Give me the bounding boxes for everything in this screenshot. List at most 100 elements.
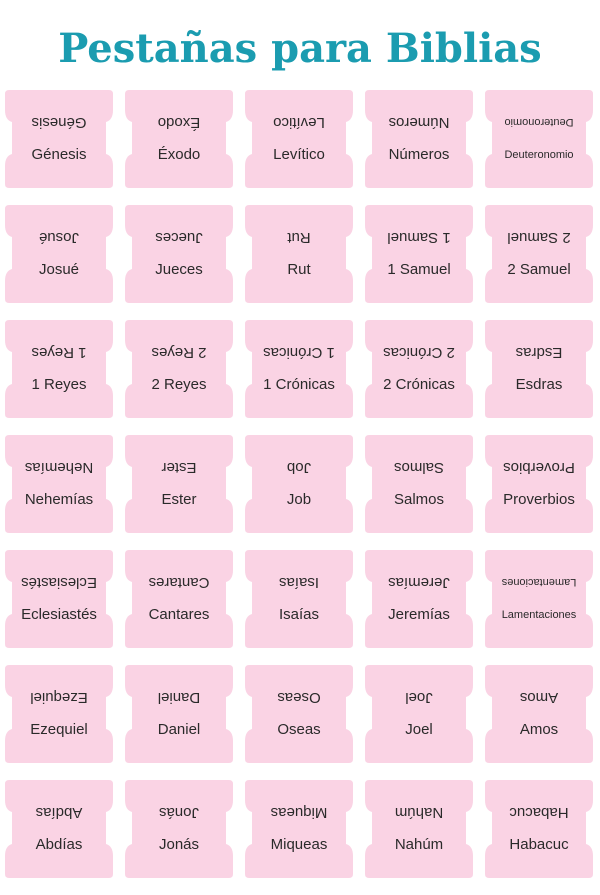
tab: Habacuc Habacuc <box>485 780 593 878</box>
tab-label-flipped: Nehemías <box>25 459 93 476</box>
tab: Ester Ester <box>125 435 233 533</box>
tab-shape <box>125 435 233 533</box>
tab-shape <box>485 90 593 188</box>
tab-label: Génesis <box>31 146 86 163</box>
tab: Jeremías Jeremías <box>365 550 473 648</box>
tab-shape <box>485 780 593 878</box>
tab-label-flipped: Oseas <box>277 689 320 706</box>
tab-label-flipped: Proverbios <box>503 459 575 476</box>
tab-label: Jeremías <box>388 606 450 623</box>
tab-label: Oseas <box>277 721 320 738</box>
tab-label-flipped: Miqueas <box>271 804 328 821</box>
tab-label: Salmos <box>394 491 444 508</box>
tab-label-flipped: 1 Reyes <box>31 344 86 361</box>
tab: Oseas Oseas <box>245 665 353 763</box>
tab-shape <box>5 205 113 303</box>
tab-label-flipped: Isaías <box>279 574 319 591</box>
tab-label: Números <box>389 146 450 163</box>
tab: Deuteronomio Deuteronomio <box>485 90 593 188</box>
tab-shape <box>125 90 233 188</box>
tab: Josué Josué <box>5 205 113 303</box>
tab-shape <box>245 320 353 418</box>
tab-shape <box>125 205 233 303</box>
tab: Isaías Isaías <box>245 550 353 648</box>
tab-label-flipped: Éxodo <box>158 114 201 131</box>
tab-shape <box>365 665 473 763</box>
tab: 1 Crónicas 1 Crónicas <box>245 320 353 418</box>
tab-shape <box>485 665 593 763</box>
tab-label: Rut <box>287 261 311 278</box>
tab-shape <box>245 780 353 878</box>
tab: Joel Joel <box>365 665 473 763</box>
tab-label-flipped: Cantares <box>149 574 210 591</box>
tab-label-flipped: Eclesiastés <box>21 574 97 591</box>
tab-label: 2 Samuel <box>507 261 570 278</box>
tab-label-flipped: Rut <box>286 229 310 246</box>
tab-label-flipped: Levítico <box>273 114 325 131</box>
tab-label: Abdías <box>36 836 83 853</box>
tab: Abdías Abdías <box>5 780 113 878</box>
tab-label-flipped: Jueces <box>155 229 203 246</box>
tab: 2 Samuel 2 Samuel <box>485 205 593 303</box>
tab-label: Jonás <box>159 836 199 853</box>
tab-shape <box>365 780 473 878</box>
tab-label-flipped: Jonás <box>159 804 199 821</box>
tab-label-flipped: Ezequiel <box>30 689 88 706</box>
tab-label: Proverbios <box>503 491 575 508</box>
tab-label-flipped: Amos <box>520 689 558 706</box>
tab-label: Isaías <box>279 606 319 623</box>
tab: Salmos Salmos <box>365 435 473 533</box>
tab-label: Esdras <box>516 376 563 393</box>
tab: 2 Crónicas 2 Crónicas <box>365 320 473 418</box>
tab-shape <box>245 435 353 533</box>
tab-label: Nahúm <box>395 836 443 853</box>
tab-label: Job <box>287 491 311 508</box>
tab-label-flipped: 2 Reyes <box>151 344 206 361</box>
tab: Esdras Esdras <box>485 320 593 418</box>
tab-label: Miqueas <box>271 836 328 853</box>
tab: Lamentaciones Lamentaciones <box>485 550 593 648</box>
tab-shape <box>5 780 113 878</box>
tab-label-flipped: Jeremías <box>388 574 450 591</box>
tab-shape <box>245 205 353 303</box>
tab: Rut Rut <box>245 205 353 303</box>
tab-label-flipped: Números <box>389 114 450 131</box>
tab-label: Josué <box>39 261 79 278</box>
tab: Nehemías Nehemías <box>5 435 113 533</box>
tab-label: Cantares <box>149 606 210 623</box>
tab-label-flipped: Génesis <box>31 114 86 131</box>
tab: Daniel Daniel <box>125 665 233 763</box>
tab-shape <box>5 550 113 648</box>
tab-label: 1 Crónicas <box>263 376 335 393</box>
tab-label-flipped: Josué <box>39 229 79 246</box>
tab-shape <box>365 320 473 418</box>
tab: Jueces Jueces <box>125 205 233 303</box>
tab-shape <box>5 665 113 763</box>
tab-shape <box>365 90 473 188</box>
tab-shape <box>5 320 113 418</box>
tab-label-flipped: 1 Crónicas <box>263 344 335 361</box>
tab-label: Daniel <box>158 721 201 738</box>
tab-label-flipped: Abdías <box>36 804 83 821</box>
tab-shape <box>245 550 353 648</box>
tab: Éxodo Éxodo <box>125 90 233 188</box>
tab-label: Ezequiel <box>30 721 88 738</box>
tab: Proverbios Proverbios <box>485 435 593 533</box>
tab-label-flipped: Deuteronomio <box>504 116 573 128</box>
tab-label: Levítico <box>273 146 325 163</box>
tab-shape <box>365 550 473 648</box>
tab-shape <box>365 435 473 533</box>
tab-label-flipped: 2 Crónicas <box>383 344 455 361</box>
tab-label: Joel <box>405 721 433 738</box>
tab-shape <box>5 90 113 188</box>
tab-shape <box>485 550 593 648</box>
tab-label-flipped: 2 Samuel <box>507 229 570 246</box>
tab-label: Eclesiastés <box>21 606 97 623</box>
tab-shape <box>125 550 233 648</box>
tab: 2 Reyes 2 Reyes <box>125 320 233 418</box>
tab-shape <box>125 780 233 878</box>
tab: Levítico Levítico <box>245 90 353 188</box>
tab-shape <box>245 90 353 188</box>
tab-label: 1 Reyes <box>31 376 86 393</box>
tab-label-flipped: Joel <box>405 689 433 706</box>
